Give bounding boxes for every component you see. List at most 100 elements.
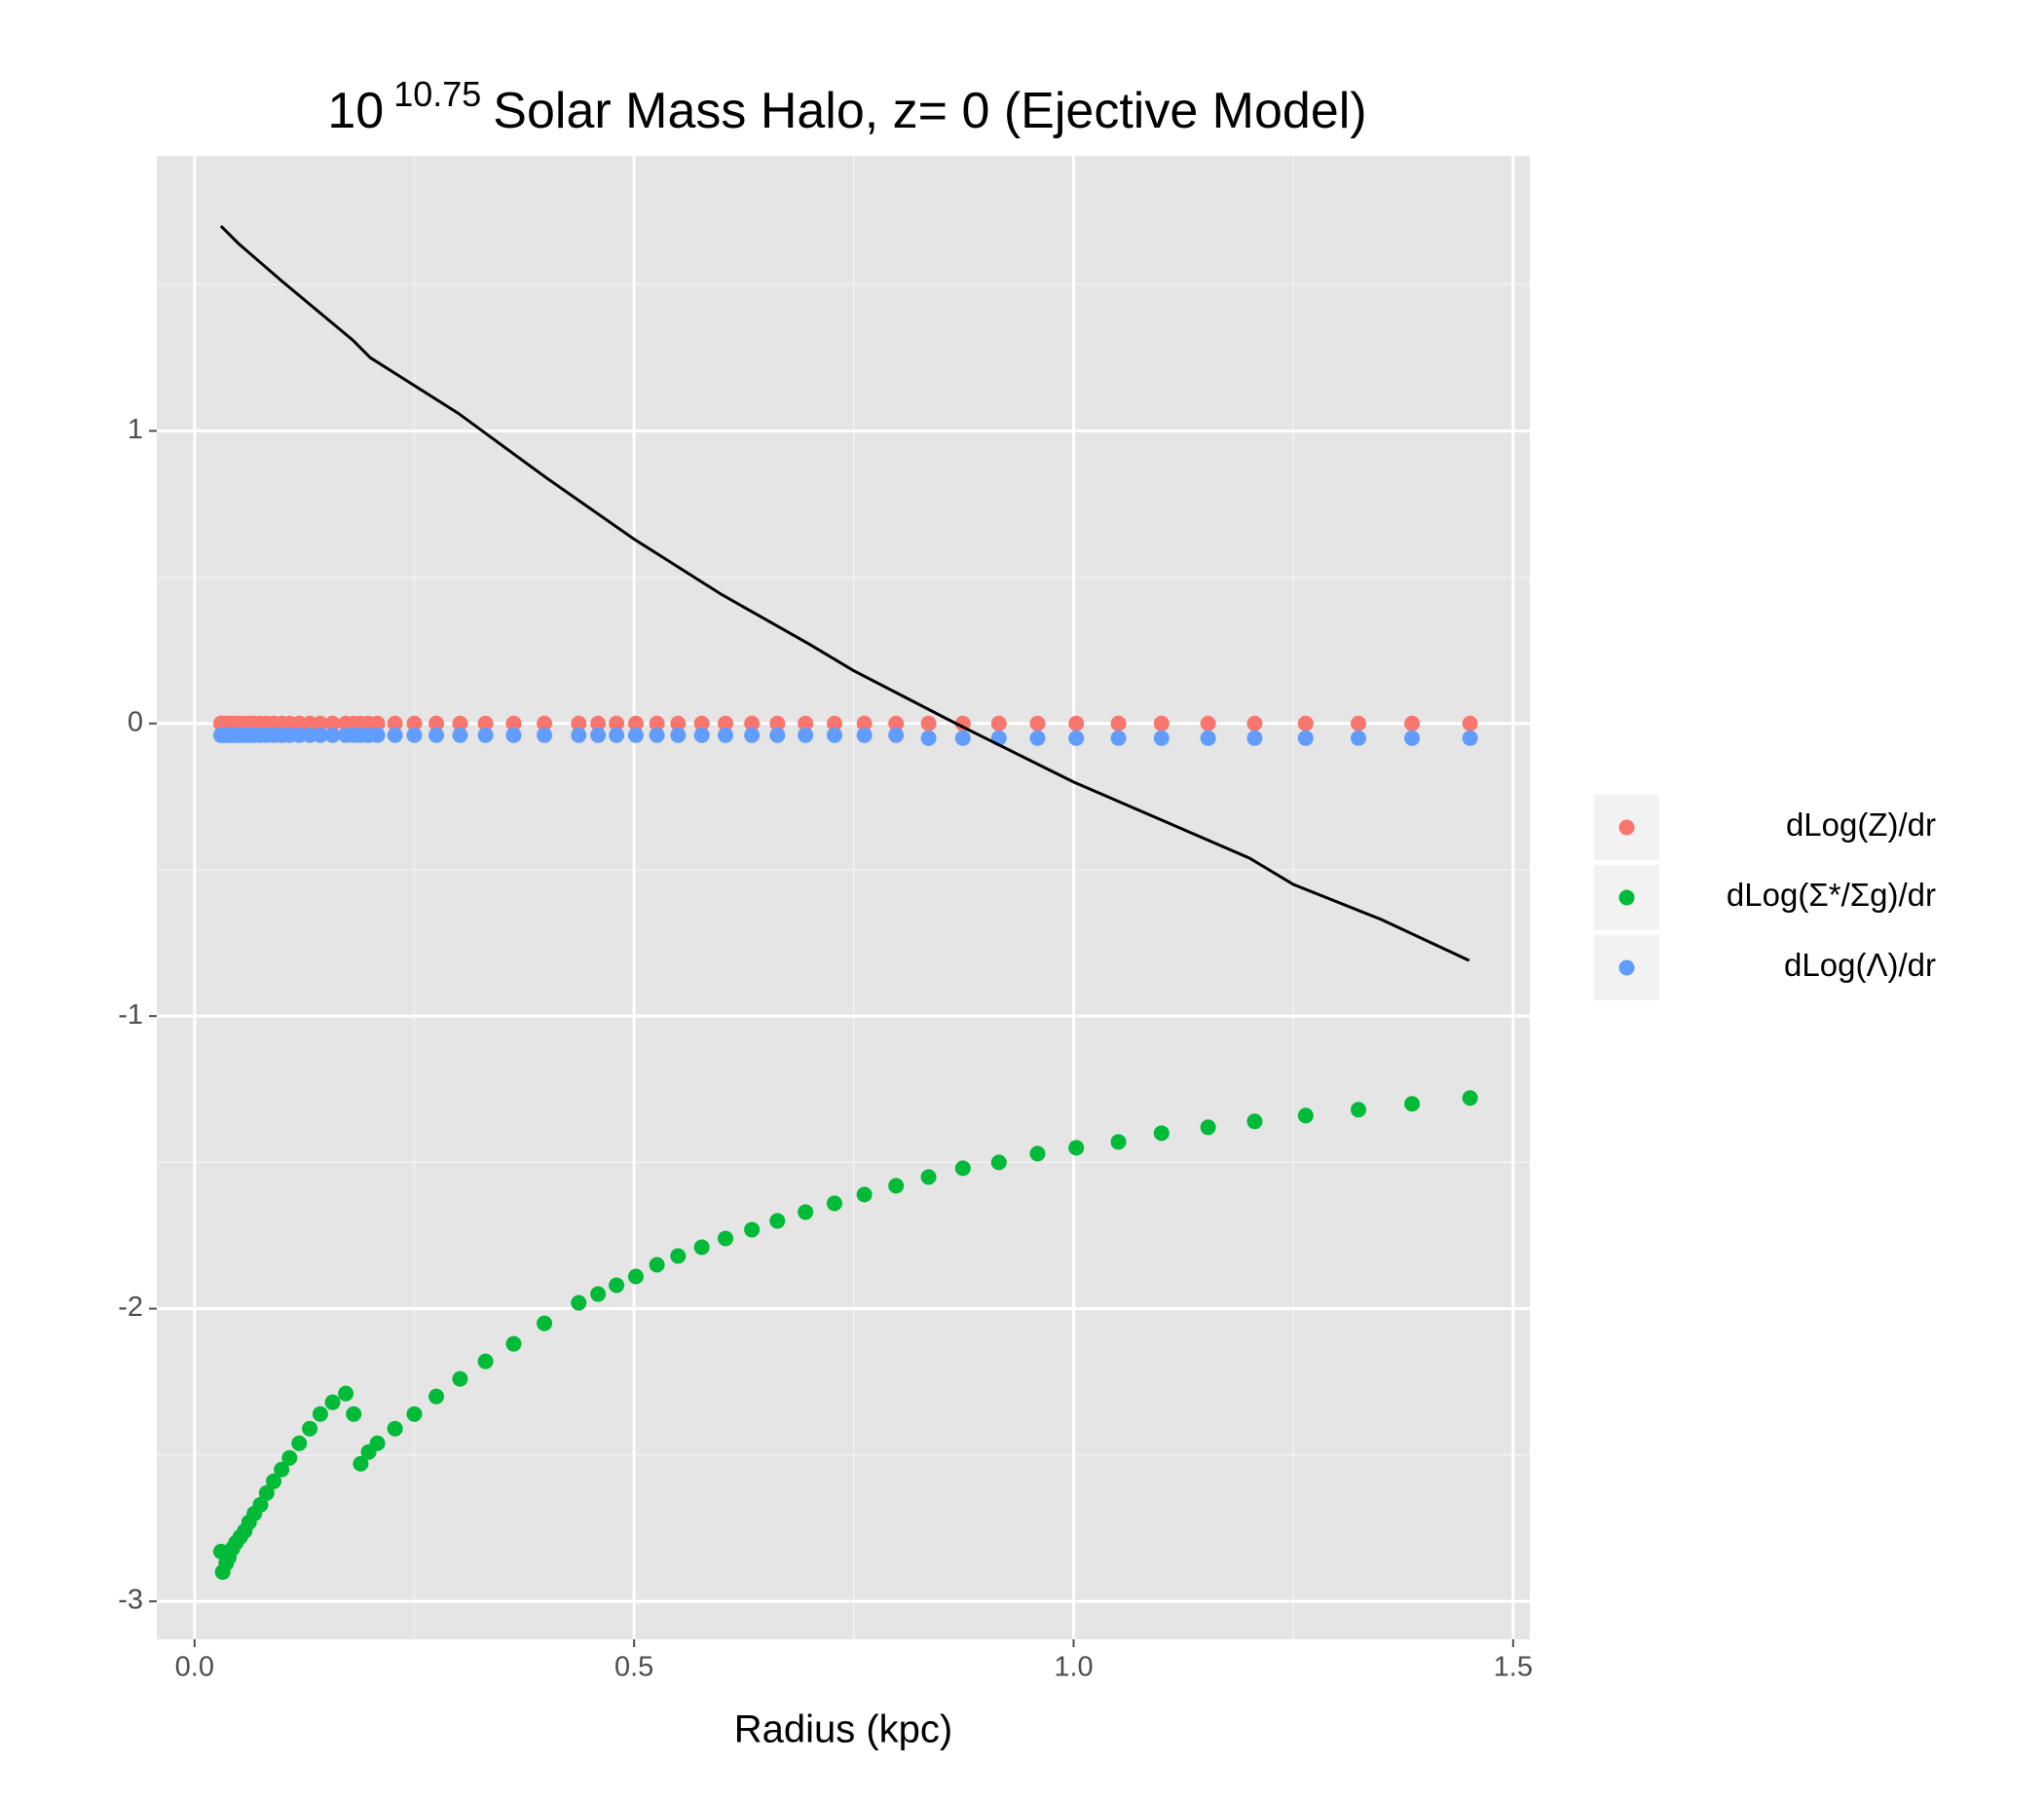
point bbox=[1404, 730, 1421, 746]
point bbox=[312, 715, 328, 732]
point bbox=[387, 1420, 403, 1437]
point bbox=[609, 1277, 625, 1294]
point bbox=[477, 715, 494, 732]
point bbox=[452, 1370, 468, 1387]
point bbox=[1110, 1134, 1127, 1150]
point bbox=[505, 1335, 522, 1352]
point bbox=[856, 727, 873, 743]
point bbox=[428, 715, 445, 732]
point bbox=[1068, 1140, 1085, 1156]
point bbox=[571, 1294, 587, 1311]
point bbox=[718, 715, 734, 732]
point bbox=[920, 730, 937, 746]
point bbox=[1200, 1119, 1216, 1136]
point bbox=[1110, 715, 1127, 732]
point bbox=[954, 730, 971, 746]
point bbox=[312, 727, 328, 743]
point bbox=[693, 715, 710, 732]
point bbox=[387, 715, 403, 732]
point bbox=[769, 727, 786, 743]
point bbox=[609, 727, 625, 743]
point bbox=[744, 727, 761, 743]
point bbox=[1029, 1145, 1046, 1162]
x-axis-title: Radius (kpc) bbox=[734, 1708, 953, 1751]
point bbox=[693, 1239, 710, 1256]
legend-symbol bbox=[1618, 889, 1635, 906]
y-tick-label: 1 bbox=[128, 414, 143, 445]
line bbox=[219, 225, 1470, 962]
point bbox=[281, 1449, 298, 1466]
point bbox=[888, 727, 905, 743]
point bbox=[649, 1257, 665, 1273]
point bbox=[1153, 715, 1170, 732]
point bbox=[1297, 715, 1314, 732]
point bbox=[826, 727, 842, 743]
point bbox=[324, 715, 341, 732]
point bbox=[718, 1230, 734, 1247]
point bbox=[670, 715, 687, 732]
title-text: Solar Mass Halo, z= 0 (Ejective Model) bbox=[493, 83, 1366, 139]
point bbox=[1246, 1113, 1263, 1130]
point bbox=[744, 1221, 761, 1238]
point bbox=[888, 1178, 905, 1194]
point bbox=[274, 1461, 290, 1478]
x-tick-label: 1.0 bbox=[1054, 1652, 1093, 1683]
series-points bbox=[212, 1090, 1478, 1580]
point bbox=[369, 1435, 386, 1451]
point bbox=[627, 715, 644, 732]
point bbox=[291, 1435, 308, 1451]
point bbox=[798, 727, 814, 743]
point bbox=[252, 1496, 269, 1513]
point bbox=[477, 727, 494, 743]
title-exponent: 10.75 bbox=[393, 74, 481, 114]
point bbox=[324, 727, 341, 743]
point bbox=[369, 715, 386, 732]
point bbox=[537, 1315, 553, 1332]
point bbox=[990, 715, 1007, 732]
point bbox=[826, 715, 842, 732]
point bbox=[670, 1248, 687, 1264]
y-tick-label: 0 bbox=[128, 706, 143, 737]
point bbox=[1246, 730, 1263, 746]
point bbox=[920, 715, 937, 732]
point bbox=[537, 727, 553, 743]
point bbox=[590, 727, 607, 743]
point bbox=[505, 715, 522, 732]
point bbox=[324, 1394, 341, 1410]
series-points bbox=[212, 727, 1478, 746]
point bbox=[477, 1353, 494, 1370]
point bbox=[693, 727, 710, 743]
point bbox=[590, 1286, 607, 1302]
point bbox=[990, 1154, 1007, 1171]
x-tick-label: 0.0 bbox=[175, 1652, 214, 1683]
point bbox=[609, 715, 625, 732]
x-tick-label: 1.5 bbox=[1494, 1652, 1533, 1683]
point bbox=[954, 1160, 971, 1177]
point bbox=[888, 715, 905, 732]
point bbox=[428, 1388, 445, 1405]
point bbox=[1297, 1107, 1314, 1124]
point bbox=[406, 727, 423, 743]
point bbox=[1404, 1096, 1421, 1112]
point bbox=[346, 1406, 362, 1422]
point bbox=[353, 1455, 369, 1472]
chart-title: 10 10.75 Solar Mass Halo, z= 0 (Ejective M… bbox=[327, 74, 1366, 139]
point bbox=[1350, 1102, 1366, 1118]
point bbox=[1462, 715, 1478, 732]
point bbox=[744, 715, 761, 732]
point bbox=[670, 727, 687, 743]
point bbox=[1297, 730, 1314, 746]
x-tick-label: 0.5 bbox=[614, 1652, 653, 1683]
point bbox=[1200, 730, 1216, 746]
point bbox=[537, 715, 553, 732]
point bbox=[1029, 715, 1046, 732]
point bbox=[1153, 1125, 1170, 1142]
title-base: 10 bbox=[327, 83, 384, 139]
point bbox=[1068, 730, 1085, 746]
point bbox=[1029, 730, 1046, 746]
point bbox=[452, 715, 468, 732]
point bbox=[302, 1420, 318, 1437]
legend-symbol bbox=[1618, 819, 1635, 836]
point bbox=[1404, 715, 1421, 732]
